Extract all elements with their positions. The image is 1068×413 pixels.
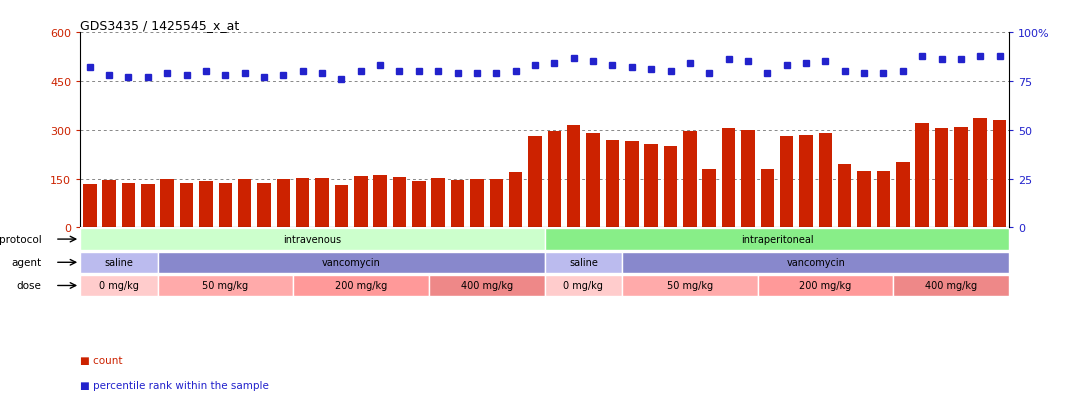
Bar <box>818 134 832 228</box>
Bar <box>586 134 600 228</box>
Bar <box>741 131 755 228</box>
Bar <box>993 121 1006 228</box>
Text: dose: dose <box>16 281 42 291</box>
Text: protocol: protocol <box>0 235 42 244</box>
Bar <box>451 181 465 228</box>
Bar <box>799 135 813 228</box>
Bar <box>296 178 310 228</box>
Bar <box>141 184 155 228</box>
Text: vancomycin: vancomycin <box>321 258 380 268</box>
FancyBboxPatch shape <box>622 252 1009 273</box>
FancyBboxPatch shape <box>545 275 622 297</box>
Bar <box>760 169 774 228</box>
Bar <box>179 183 193 228</box>
Text: GDS3435 / 1425545_x_at: GDS3435 / 1425545_x_at <box>80 19 239 32</box>
Text: 400 mg/kg: 400 mg/kg <box>460 281 513 291</box>
Bar <box>663 147 677 228</box>
Bar <box>431 178 445 228</box>
Bar <box>489 180 503 228</box>
Text: 50 mg/kg: 50 mg/kg <box>666 281 713 291</box>
Bar <box>160 179 174 228</box>
FancyBboxPatch shape <box>545 229 1009 250</box>
Bar <box>257 184 271 228</box>
FancyBboxPatch shape <box>428 275 545 297</box>
Bar <box>625 142 639 228</box>
Text: intraperitoneal: intraperitoneal <box>740 235 814 244</box>
Bar <box>470 180 484 228</box>
Bar <box>238 180 251 228</box>
Bar <box>529 137 541 228</box>
FancyBboxPatch shape <box>80 275 157 297</box>
Text: ■ count: ■ count <box>80 355 123 365</box>
Text: ■ percentile rank within the sample: ■ percentile rank within the sample <box>80 380 269 390</box>
Text: intravenous: intravenous <box>283 235 342 244</box>
Text: 50 mg/kg: 50 mg/kg <box>202 281 249 291</box>
Text: 400 mg/kg: 400 mg/kg <box>925 281 977 291</box>
Text: 0 mg/kg: 0 mg/kg <box>99 281 139 291</box>
FancyBboxPatch shape <box>80 252 157 273</box>
Bar <box>896 163 910 228</box>
Bar <box>567 126 581 228</box>
Bar <box>934 129 948 228</box>
Bar <box>122 183 136 228</box>
Bar <box>393 178 406 228</box>
Text: saline: saline <box>569 258 598 268</box>
Bar <box>703 169 716 228</box>
Bar <box>412 181 426 228</box>
Bar <box>374 176 387 228</box>
Bar <box>780 137 794 228</box>
Bar <box>199 182 213 228</box>
Text: 200 mg/kg: 200 mg/kg <box>799 281 851 291</box>
Bar <box>954 127 968 228</box>
Bar <box>644 145 658 228</box>
FancyBboxPatch shape <box>293 275 428 297</box>
Bar <box>858 171 870 228</box>
Bar <box>103 180 116 228</box>
Bar <box>722 129 736 228</box>
Bar <box>219 183 232 228</box>
FancyBboxPatch shape <box>893 275 1009 297</box>
Bar <box>606 140 619 228</box>
Bar <box>508 173 522 228</box>
FancyBboxPatch shape <box>757 275 893 297</box>
Bar <box>877 171 891 228</box>
Bar <box>334 185 348 228</box>
Bar <box>354 177 367 228</box>
Text: 0 mg/kg: 0 mg/kg <box>564 281 603 291</box>
Bar <box>684 132 696 228</box>
FancyBboxPatch shape <box>545 252 622 273</box>
Bar <box>548 132 561 228</box>
Bar <box>973 119 987 228</box>
Bar <box>915 124 929 228</box>
Bar <box>277 180 290 228</box>
Text: vancomycin: vancomycin <box>786 258 845 268</box>
Bar <box>83 184 96 228</box>
Text: agent: agent <box>12 258 42 268</box>
Text: 200 mg/kg: 200 mg/kg <box>334 281 387 291</box>
FancyBboxPatch shape <box>157 275 293 297</box>
FancyBboxPatch shape <box>622 275 757 297</box>
Bar <box>838 165 851 228</box>
FancyBboxPatch shape <box>157 252 545 273</box>
Text: saline: saline <box>105 258 134 268</box>
Bar <box>315 178 329 228</box>
FancyBboxPatch shape <box>80 229 545 250</box>
